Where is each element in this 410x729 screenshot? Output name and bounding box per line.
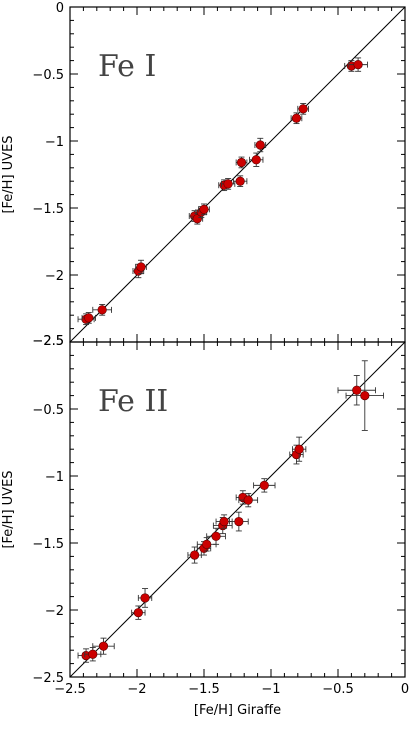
y-tick-label: −1.5 xyxy=(32,202,64,217)
identity-line xyxy=(69,341,406,678)
data-point xyxy=(187,546,202,564)
y-tick-label: 0 xyxy=(56,1,64,16)
data-marker xyxy=(236,157,247,168)
data-marker xyxy=(98,641,109,651)
x-tick-label: −2 xyxy=(127,682,146,697)
data-marker xyxy=(202,539,212,549)
data-point xyxy=(290,112,303,125)
data-point xyxy=(137,588,153,608)
data-marker xyxy=(84,313,94,323)
data-point xyxy=(253,478,276,493)
data-marker xyxy=(133,608,143,618)
data-marker xyxy=(211,531,221,541)
data-point xyxy=(233,175,248,188)
data-point xyxy=(131,605,146,620)
data-marker xyxy=(251,155,261,165)
data-point xyxy=(92,304,112,316)
data-marker xyxy=(190,550,200,560)
data-marker xyxy=(353,60,363,70)
data-point xyxy=(254,137,267,153)
x-tick-label: −1 xyxy=(261,682,280,697)
data-point xyxy=(198,203,210,216)
data-marker xyxy=(223,179,233,189)
panel-title: Fe I xyxy=(98,49,156,84)
data-point xyxy=(81,312,96,324)
data-marker xyxy=(294,444,304,454)
data-point xyxy=(84,647,102,662)
y-tick-label: −2 xyxy=(45,604,64,619)
data-point xyxy=(220,178,236,190)
y-tick-label: −2.5 xyxy=(32,671,64,686)
panel-frame xyxy=(69,341,406,678)
y-axis-label: [Fe/H] UVES xyxy=(1,470,16,548)
data-marker xyxy=(97,305,107,315)
data-marker xyxy=(255,140,265,150)
x-tick-label: −2.5 xyxy=(54,682,86,697)
data-point xyxy=(206,527,226,545)
data-marker xyxy=(199,204,209,214)
data-point xyxy=(92,637,115,655)
data-marker xyxy=(219,516,229,527)
y-tick-label: −1 xyxy=(45,470,64,485)
data-point xyxy=(135,259,147,275)
y-tick-label: −1.5 xyxy=(32,537,64,552)
data-marker xyxy=(259,480,269,490)
x-tick-label: −0.5 xyxy=(322,682,354,697)
y-tick-label: −1 xyxy=(45,135,64,150)
panel-title: Fe II xyxy=(98,384,168,419)
data-point xyxy=(345,360,385,431)
y-axis-label: [Fe/H] UVES xyxy=(1,135,16,213)
data-point xyxy=(238,492,259,508)
data-point xyxy=(229,511,249,532)
data-marker xyxy=(235,176,245,186)
data-point xyxy=(249,152,264,167)
y-tick-label: −0.5 xyxy=(32,68,64,83)
x-tick-label: −1.5 xyxy=(188,682,220,697)
y-tick-label: −2.5 xyxy=(32,334,64,349)
panel-1: −2.5 −2 −1.5 −1 −0.5 0 [Fe/H] UVES Fe I xyxy=(1,1,406,349)
x-tick-label: 0 xyxy=(401,682,409,697)
data-marker xyxy=(136,262,146,272)
x-axis-label: [Fe/H] Giraffe xyxy=(194,703,281,718)
data-marker xyxy=(234,516,244,527)
y-tick-label: −0.5 xyxy=(32,403,64,418)
data-marker xyxy=(352,385,362,395)
data-point xyxy=(291,436,307,462)
data-point xyxy=(348,57,368,72)
data-marker xyxy=(140,593,150,603)
data-marker xyxy=(88,649,98,659)
y-tick-label: −2.5 xyxy=(32,334,64,349)
data-marker xyxy=(192,214,202,224)
panel-2: −2.5−2−1.5−1−0.5−2.5−2.5 −2 −1.5 −1 −0.5 0[Fe… xyxy=(1,334,409,718)
data-point xyxy=(297,103,309,115)
data-point xyxy=(337,375,376,406)
data-point xyxy=(235,156,248,169)
y-tick-label: −2 xyxy=(45,269,64,284)
data-marker xyxy=(298,104,308,114)
data-marker xyxy=(243,495,253,505)
data-marker xyxy=(360,391,370,401)
data-point xyxy=(196,537,217,552)
data-marker xyxy=(291,113,302,123)
